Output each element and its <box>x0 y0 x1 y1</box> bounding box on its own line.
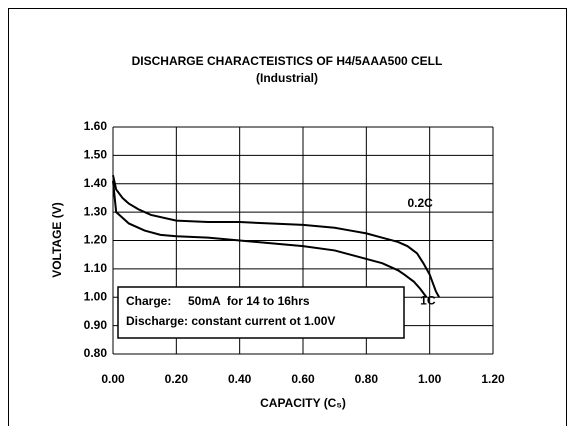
y-tick-label: 1.60 <box>84 119 108 133</box>
x-tick-label: 0.20 <box>165 372 189 386</box>
y-tick-label: 1.20 <box>84 233 108 247</box>
x-tick-label: 0.60 <box>291 372 315 386</box>
x-tick-label: 0.80 <box>355 372 379 386</box>
data-line <box>112 175 441 298</box>
y-tick-label: 1.10 <box>84 261 108 275</box>
note: Discharge: constant current ot 1.00V <box>126 314 335 328</box>
x-tick-label: 1.20 <box>481 372 505 386</box>
series-label: 1C <box>420 294 436 308</box>
chart-subtitle: (Industrial) <box>256 71 318 85</box>
x-tick-label: 0.00 <box>101 372 125 386</box>
y-tick-label: 0.90 <box>84 318 108 332</box>
y-tick-label: 0.80 <box>84 346 108 360</box>
chart-title: DISCHARGE CHARACTEISTICS OF H4/5AAA500 C… <box>132 54 443 68</box>
y-tick-label: 1.50 <box>84 148 108 162</box>
y-tick-label: 1.00 <box>84 289 108 303</box>
y-tick-label: 1.40 <box>84 176 108 190</box>
x-axis-label: CAPACITY (C₅) <box>260 396 346 410</box>
note-box <box>117 286 405 339</box>
data-line <box>112 180 428 298</box>
x-tick-label: 0.40 <box>228 372 252 386</box>
frame <box>8 8 567 426</box>
x-tick-label: 1.00 <box>418 372 442 386</box>
note: Charge: 50mA for 14 to 16hrs <box>126 294 310 308</box>
y-axis-label: VOLTAGE (V) <box>50 202 64 278</box>
y-tick-label: 1.30 <box>84 204 108 218</box>
series-label: 0.2C <box>408 196 434 210</box>
